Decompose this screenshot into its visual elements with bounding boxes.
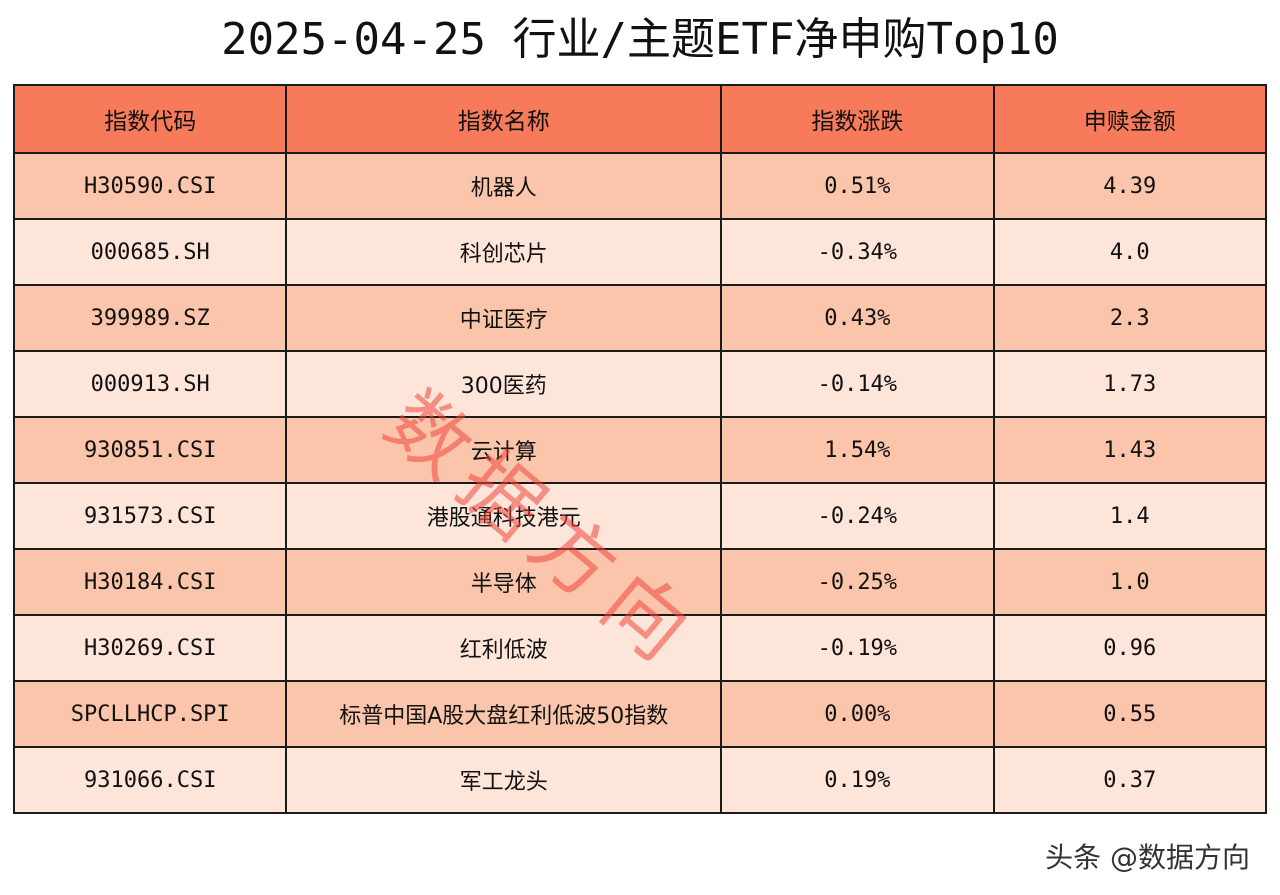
amount-cell: 0.96 [992,614,1268,682]
amount-cell: 0.37 [992,746,1268,814]
index-change-cell: 0.43% [720,284,995,352]
table-row: 000685.SH 科创芯片 -0.34% 4.0 [12,218,1268,286]
index-code-cell: SPCLLHCP.SPI [12,680,288,748]
index-name-cell: 300医药 [285,350,723,418]
index-name-cell: 科创芯片 [285,218,723,286]
index-name-cell: 半导体 [285,548,723,616]
table-body: H30590.CSI 机器人 0.51% 4.39 000685.SH 科创芯片… [12,152,1268,814]
amount-cell: 1.73 [992,350,1268,418]
index-name-cell: 中证医疗 [285,284,723,352]
header-index-change: 指数涨跌 [720,84,995,154]
table-row: 399989.SZ 中证医疗 0.43% 2.3 [12,284,1268,352]
header-index-code: 指数代码 [12,84,288,154]
index-change-cell: 0.00% [720,680,995,748]
index-name-cell: 标普中国A股大盘红利低波50指数 [285,680,723,748]
etf-table: 指数代码 指数名称 指数涨跌 申赎金额 H30590.CSI 机器人 0.51%… [12,84,1268,814]
index-change-cell: -0.24% [720,482,995,550]
table-row: H30184.CSI 半导体 -0.25% 1.0 [12,548,1268,616]
amount-cell: 2.3 [992,284,1268,352]
table-row: H30590.CSI 机器人 0.51% 4.39 [12,152,1268,220]
index-code-cell: 399989.SZ [12,284,288,352]
index-change-cell: -0.19% [720,614,995,682]
amount-cell: 0.55 [992,680,1268,748]
footer-attribution: 头条 @数据方向 [1045,841,1250,874]
header-subscription-amount: 申赎金额 [992,84,1268,154]
index-code-cell: H30184.CSI [12,548,288,616]
index-change-cell: 0.51% [720,152,995,220]
table-row: H30269.CSI 红利低波 -0.19% 0.96 [12,614,1268,682]
index-code-cell: H30590.CSI [12,152,288,220]
table-row: 931573.CSI 港股通科技港元 -0.24% 1.4 [12,482,1268,550]
table-header-row: 指数代码 指数名称 指数涨跌 申赎金额 [12,84,1268,154]
index-name-cell: 港股通科技港元 [285,482,723,550]
index-code-cell: 000685.SH [12,218,288,286]
table-row: 930851.CSI 云计算 1.54% 1.43 [12,416,1268,484]
index-change-cell: -0.34% [720,218,995,286]
index-code-cell: 931573.CSI [12,482,288,550]
amount-cell: 1.4 [992,482,1268,550]
index-change-cell: 1.54% [720,416,995,484]
header-index-name: 指数名称 [285,84,723,154]
amount-cell: 4.0 [992,218,1268,286]
index-change-cell: -0.25% [720,548,995,616]
index-code-cell: 000913.SH [12,350,288,418]
index-code-cell: H30269.CSI [12,614,288,682]
amount-cell: 1.43 [992,416,1268,484]
index-change-cell: 0.19% [720,746,995,814]
table-row: 000913.SH 300医药 -0.14% 1.73 [12,350,1268,418]
index-name-cell: 红利低波 [285,614,723,682]
table-row: SPCLLHCP.SPI 标普中国A股大盘红利低波50指数 0.00% 0.55 [12,680,1268,748]
index-code-cell: 931066.CSI [12,746,288,814]
page-title: 2025-04-25 行业/主题ETF净申购Top10 [221,14,1059,65]
index-name-cell: 机器人 [285,152,723,220]
amount-cell: 4.39 [992,152,1268,220]
index-name-cell: 云计算 [285,416,723,484]
amount-cell: 1.0 [992,548,1268,616]
index-name-cell: 军工龙头 [285,746,723,814]
index-code-cell: 930851.CSI [12,416,288,484]
index-change-cell: -0.14% [720,350,995,418]
table-row: 931066.CSI 军工龙头 0.19% 0.37 [12,746,1268,814]
